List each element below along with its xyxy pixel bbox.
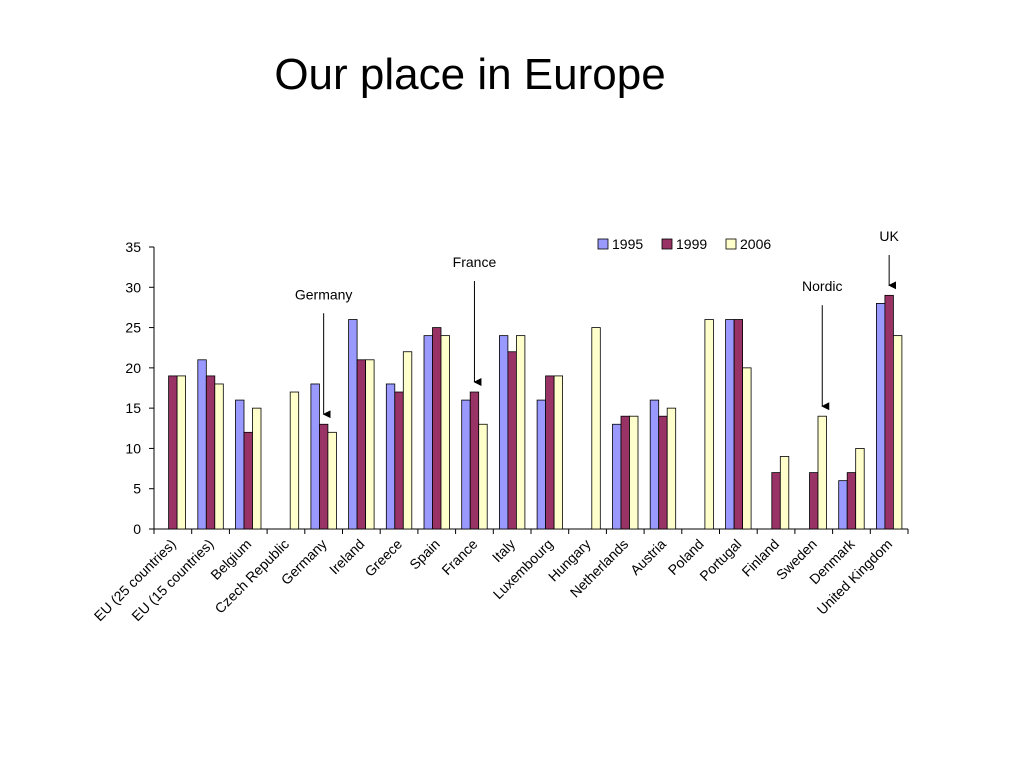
annotation-germany: Germany bbox=[295, 286, 353, 302]
y-tick-label: 25 bbox=[125, 320, 141, 336]
bar-austria-1999 bbox=[658, 415, 668, 530]
y-tick-label: 0 bbox=[133, 521, 141, 537]
bar-luxembourg-2006 bbox=[553, 375, 563, 530]
bar-germany-2006 bbox=[327, 431, 337, 530]
bar-united-kingdom-2006 bbox=[893, 335, 903, 530]
slide-title: Our place in Europe bbox=[274, 50, 666, 99]
x-tick-label: France bbox=[438, 536, 480, 578]
bar-czech-republic-2006 bbox=[289, 391, 300, 530]
bar-poland-2006 bbox=[704, 319, 714, 530]
y-tick-label: 20 bbox=[125, 360, 141, 376]
bar-netherlands-1999 bbox=[620, 415, 630, 530]
bar-greece-1995 bbox=[385, 383, 396, 530]
bar-netherlands-1995 bbox=[612, 423, 622, 530]
bar-eu-25-countries-1999 bbox=[168, 375, 178, 530]
bar-united-kingdom-1999 bbox=[884, 294, 894, 530]
bar-france-2006 bbox=[478, 423, 488, 530]
bar-hungary-2006 bbox=[591, 327, 601, 530]
bar-sweden-1999 bbox=[809, 472, 819, 530]
bar-ireland-1999 bbox=[356, 359, 367, 530]
x-tick-label: Greece bbox=[361, 536, 405, 580]
x-tick-label: Austria bbox=[627, 536, 669, 578]
bar-greece-2006 bbox=[402, 351, 413, 530]
bar-austria-1995 bbox=[649, 399, 660, 530]
x-tick-label: Portugal bbox=[696, 536, 744, 584]
bar-denmark-1995 bbox=[838, 480, 848, 530]
bar-portugal-2006 bbox=[742, 367, 752, 530]
bar-denmark-1999 bbox=[846, 472, 857, 530]
bar-ireland-1995 bbox=[348, 319, 358, 530]
bar-eu-15-countries-1995 bbox=[197, 359, 207, 530]
bar-germany-1995 bbox=[310, 383, 320, 530]
bar-denmark-2006 bbox=[855, 448, 865, 530]
bar-greece-1999 bbox=[394, 391, 404, 530]
bar-finland-2006 bbox=[779, 456, 790, 530]
bar-finland-1999 bbox=[771, 472, 781, 530]
annotation-nordic: Nordic bbox=[802, 278, 842, 294]
y-tick-label: 35 bbox=[125, 239, 141, 255]
legend-swatch-2006 bbox=[725, 238, 737, 250]
bar-italy-2006 bbox=[516, 335, 526, 530]
bar-italy-1995 bbox=[498, 335, 509, 530]
bar-spain-1999 bbox=[432, 327, 442, 530]
legend-swatch-1999 bbox=[661, 238, 673, 250]
annotation-uk: UK bbox=[879, 228, 899, 244]
bar-france-1995 bbox=[461, 399, 471, 530]
bar-united-kingdom-1995 bbox=[876, 302, 886, 530]
y-tick-label: 30 bbox=[125, 279, 141, 295]
bar-france-1999 bbox=[469, 391, 480, 530]
y-tick-label: 5 bbox=[133, 481, 141, 497]
bar-eu-25-countries-2006 bbox=[176, 375, 187, 530]
bar-portugal-1995 bbox=[725, 319, 735, 530]
bar-eu-15-countries-2006 bbox=[214, 383, 224, 530]
bar-luxembourg-1995 bbox=[536, 399, 546, 530]
bar-belgium-2006 bbox=[252, 407, 262, 530]
legend-label-1999: 1999 bbox=[676, 236, 707, 252]
bar-sweden-2006 bbox=[817, 415, 827, 530]
bar-spain-2006 bbox=[440, 335, 450, 530]
bar-luxembourg-1999 bbox=[545, 375, 555, 530]
bar-belgium-1999 bbox=[243, 431, 253, 530]
bar-netherlands-2006 bbox=[629, 415, 639, 530]
bar-portugal-1999 bbox=[733, 319, 743, 530]
bar-ireland-2006 bbox=[365, 359, 375, 530]
bar-austria-2006 bbox=[666, 407, 677, 530]
legend-label-2006: 2006 bbox=[740, 236, 771, 252]
bar-belgium-1995 bbox=[235, 399, 245, 530]
x-tick-label: Ireland bbox=[326, 536, 368, 578]
y-tick-label: 15 bbox=[125, 400, 141, 416]
bar-spain-1995 bbox=[423, 335, 433, 530]
y-tick-label: 10 bbox=[125, 440, 141, 456]
legend-swatch-1995 bbox=[597, 238, 609, 250]
legend-label-1995: 1995 bbox=[612, 236, 643, 252]
annotation-france: France bbox=[453, 254, 497, 270]
x-tick-label: Italy bbox=[489, 536, 518, 565]
bar-eu-15-countries-1999 bbox=[205, 375, 216, 530]
bar-germany-1999 bbox=[318, 423, 329, 530]
bar-italy-1999 bbox=[507, 351, 517, 530]
